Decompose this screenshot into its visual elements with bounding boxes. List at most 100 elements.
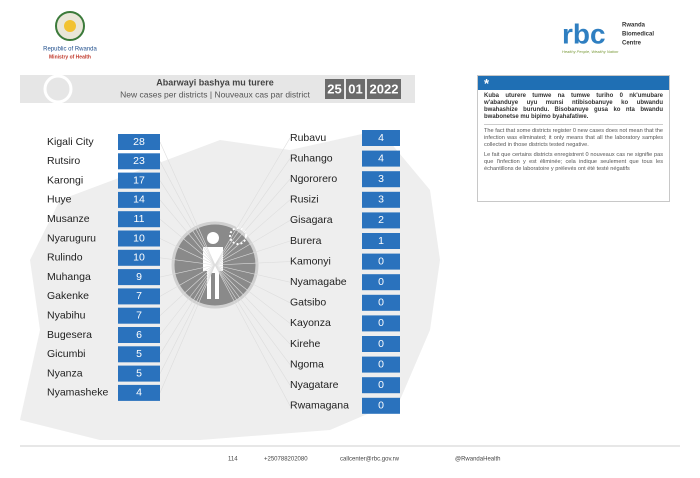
district-name: Nyamagabe bbox=[290, 276, 347, 288]
case-box bbox=[118, 384, 160, 401]
case-box bbox=[362, 253, 400, 270]
case-box bbox=[118, 211, 160, 228]
district-name: Musanze bbox=[47, 213, 90, 225]
case-count: 9 bbox=[136, 271, 142, 283]
connector bbox=[159, 161, 216, 266]
case-count: 14 bbox=[133, 194, 145, 206]
footer-social: @RwandaHealth bbox=[455, 457, 500, 463]
district-name: Rubavu bbox=[290, 132, 326, 144]
case-box bbox=[362, 130, 400, 146]
district-name: Muhanga bbox=[47, 271, 91, 283]
connector bbox=[214, 264, 291, 406]
district-name: Nyamasheke bbox=[47, 387, 108, 399]
connector bbox=[159, 218, 216, 266]
case-box bbox=[362, 274, 400, 291]
case-box bbox=[118, 153, 160, 170]
connector bbox=[214, 137, 291, 266]
case-box bbox=[362, 315, 400, 332]
note-text: Kuba uturere tumwe na tumwe turiho 0 nk'… bbox=[484, 93, 663, 125]
org-ministry: Ministry of Health bbox=[49, 54, 91, 60]
case-count: 10 bbox=[133, 252, 145, 264]
district-name: Ngoma bbox=[290, 358, 324, 370]
case-box bbox=[118, 134, 160, 150]
emblem-sun bbox=[64, 20, 76, 32]
case-count: 4 bbox=[136, 387, 142, 399]
district-name: Ngororero bbox=[290, 173, 337, 185]
banner-title: Abarwayi bashya mu turere bbox=[156, 77, 274, 87]
connector bbox=[214, 264, 291, 365]
district-name: Rulindo bbox=[47, 252, 83, 264]
case-box bbox=[118, 327, 160, 343]
footer-phone: +250788202080 bbox=[264, 457, 308, 463]
case-count: 3 bbox=[378, 194, 384, 206]
person-head bbox=[207, 232, 219, 244]
case-box bbox=[118, 269, 160, 286]
case-count: 0 bbox=[378, 317, 384, 329]
connector bbox=[159, 199, 216, 266]
district-name: Gakenke bbox=[47, 290, 89, 302]
connector bbox=[214, 220, 291, 266]
note-text: Le fait que certains districts enregistr… bbox=[484, 152, 663, 172]
district-name: Nyaruguru bbox=[47, 232, 96, 244]
district-name: Burera bbox=[290, 235, 322, 247]
note-icon: * bbox=[478, 76, 669, 91]
case-box bbox=[118, 307, 160, 324]
case-box bbox=[118, 346, 160, 363]
case-count: 0 bbox=[378, 400, 384, 412]
case-count: 28 bbox=[133, 136, 145, 148]
date: 25 01 2022 bbox=[325, 79, 401, 99]
case-count: 17 bbox=[133, 174, 145, 186]
date-part: 25 bbox=[327, 81, 341, 96]
connector bbox=[159, 264, 216, 297]
district-name: Ruhango bbox=[290, 152, 333, 164]
district-name: Gatsibo bbox=[290, 297, 326, 309]
org-name: Republic of Rwanda bbox=[43, 47, 97, 53]
case-count: 6 bbox=[136, 329, 142, 341]
case-count: 7 bbox=[136, 290, 142, 302]
district-name: Karongi bbox=[47, 174, 83, 186]
case-box bbox=[362, 336, 400, 352]
connector bbox=[214, 264, 291, 283]
district-name: Rutsiro bbox=[47, 155, 80, 167]
connector bbox=[159, 264, 216, 374]
case-count: 23 bbox=[133, 155, 145, 167]
case-count: 4 bbox=[378, 152, 384, 164]
date-box bbox=[367, 79, 401, 99]
date-box bbox=[346, 79, 365, 99]
district-name: Rwamagana bbox=[290, 400, 349, 412]
case-count: 10 bbox=[133, 232, 145, 244]
district-name: Bugesera bbox=[47, 329, 92, 341]
connector bbox=[214, 179, 291, 266]
footer-phone: 114 bbox=[228, 457, 238, 463]
connector bbox=[214, 240, 291, 266]
rbc-name: Rwanda bbox=[622, 23, 646, 29]
case-count: 0 bbox=[378, 338, 384, 350]
district-name: Kigali City bbox=[47, 136, 94, 148]
connector bbox=[159, 264, 216, 316]
case-count: 4 bbox=[378, 132, 384, 144]
district-name: Gisagara bbox=[290, 214, 333, 226]
connector bbox=[214, 264, 291, 324]
district-name: Nyanza bbox=[47, 367, 83, 379]
case-box bbox=[118, 365, 160, 382]
district-name: Gicumbi bbox=[47, 348, 86, 360]
case-box bbox=[118, 172, 160, 189]
connector bbox=[159, 180, 216, 266]
case-box bbox=[362, 294, 400, 311]
district-name: Kayonza bbox=[290, 317, 331, 329]
note: * Kuba uturere tumwe na tumwe turiho 0 n… bbox=[477, 75, 670, 202]
rbc-name: Biomedical bbox=[622, 32, 654, 38]
district-name: Huye bbox=[47, 194, 72, 206]
rbc-name: Centre bbox=[622, 41, 642, 47]
case-count: 1 bbox=[378, 235, 384, 247]
district-name: Rusizi bbox=[290, 194, 319, 206]
connector bbox=[159, 264, 216, 278]
case-box bbox=[362, 233, 400, 249]
case-count: 0 bbox=[378, 276, 384, 288]
connector bbox=[214, 261, 291, 266]
case-box bbox=[362, 191, 400, 208]
case-count: 0 bbox=[378, 379, 384, 391]
case-count: 7 bbox=[136, 309, 142, 321]
